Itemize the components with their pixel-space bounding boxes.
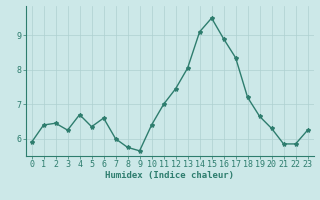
X-axis label: Humidex (Indice chaleur): Humidex (Indice chaleur) bbox=[105, 171, 234, 180]
